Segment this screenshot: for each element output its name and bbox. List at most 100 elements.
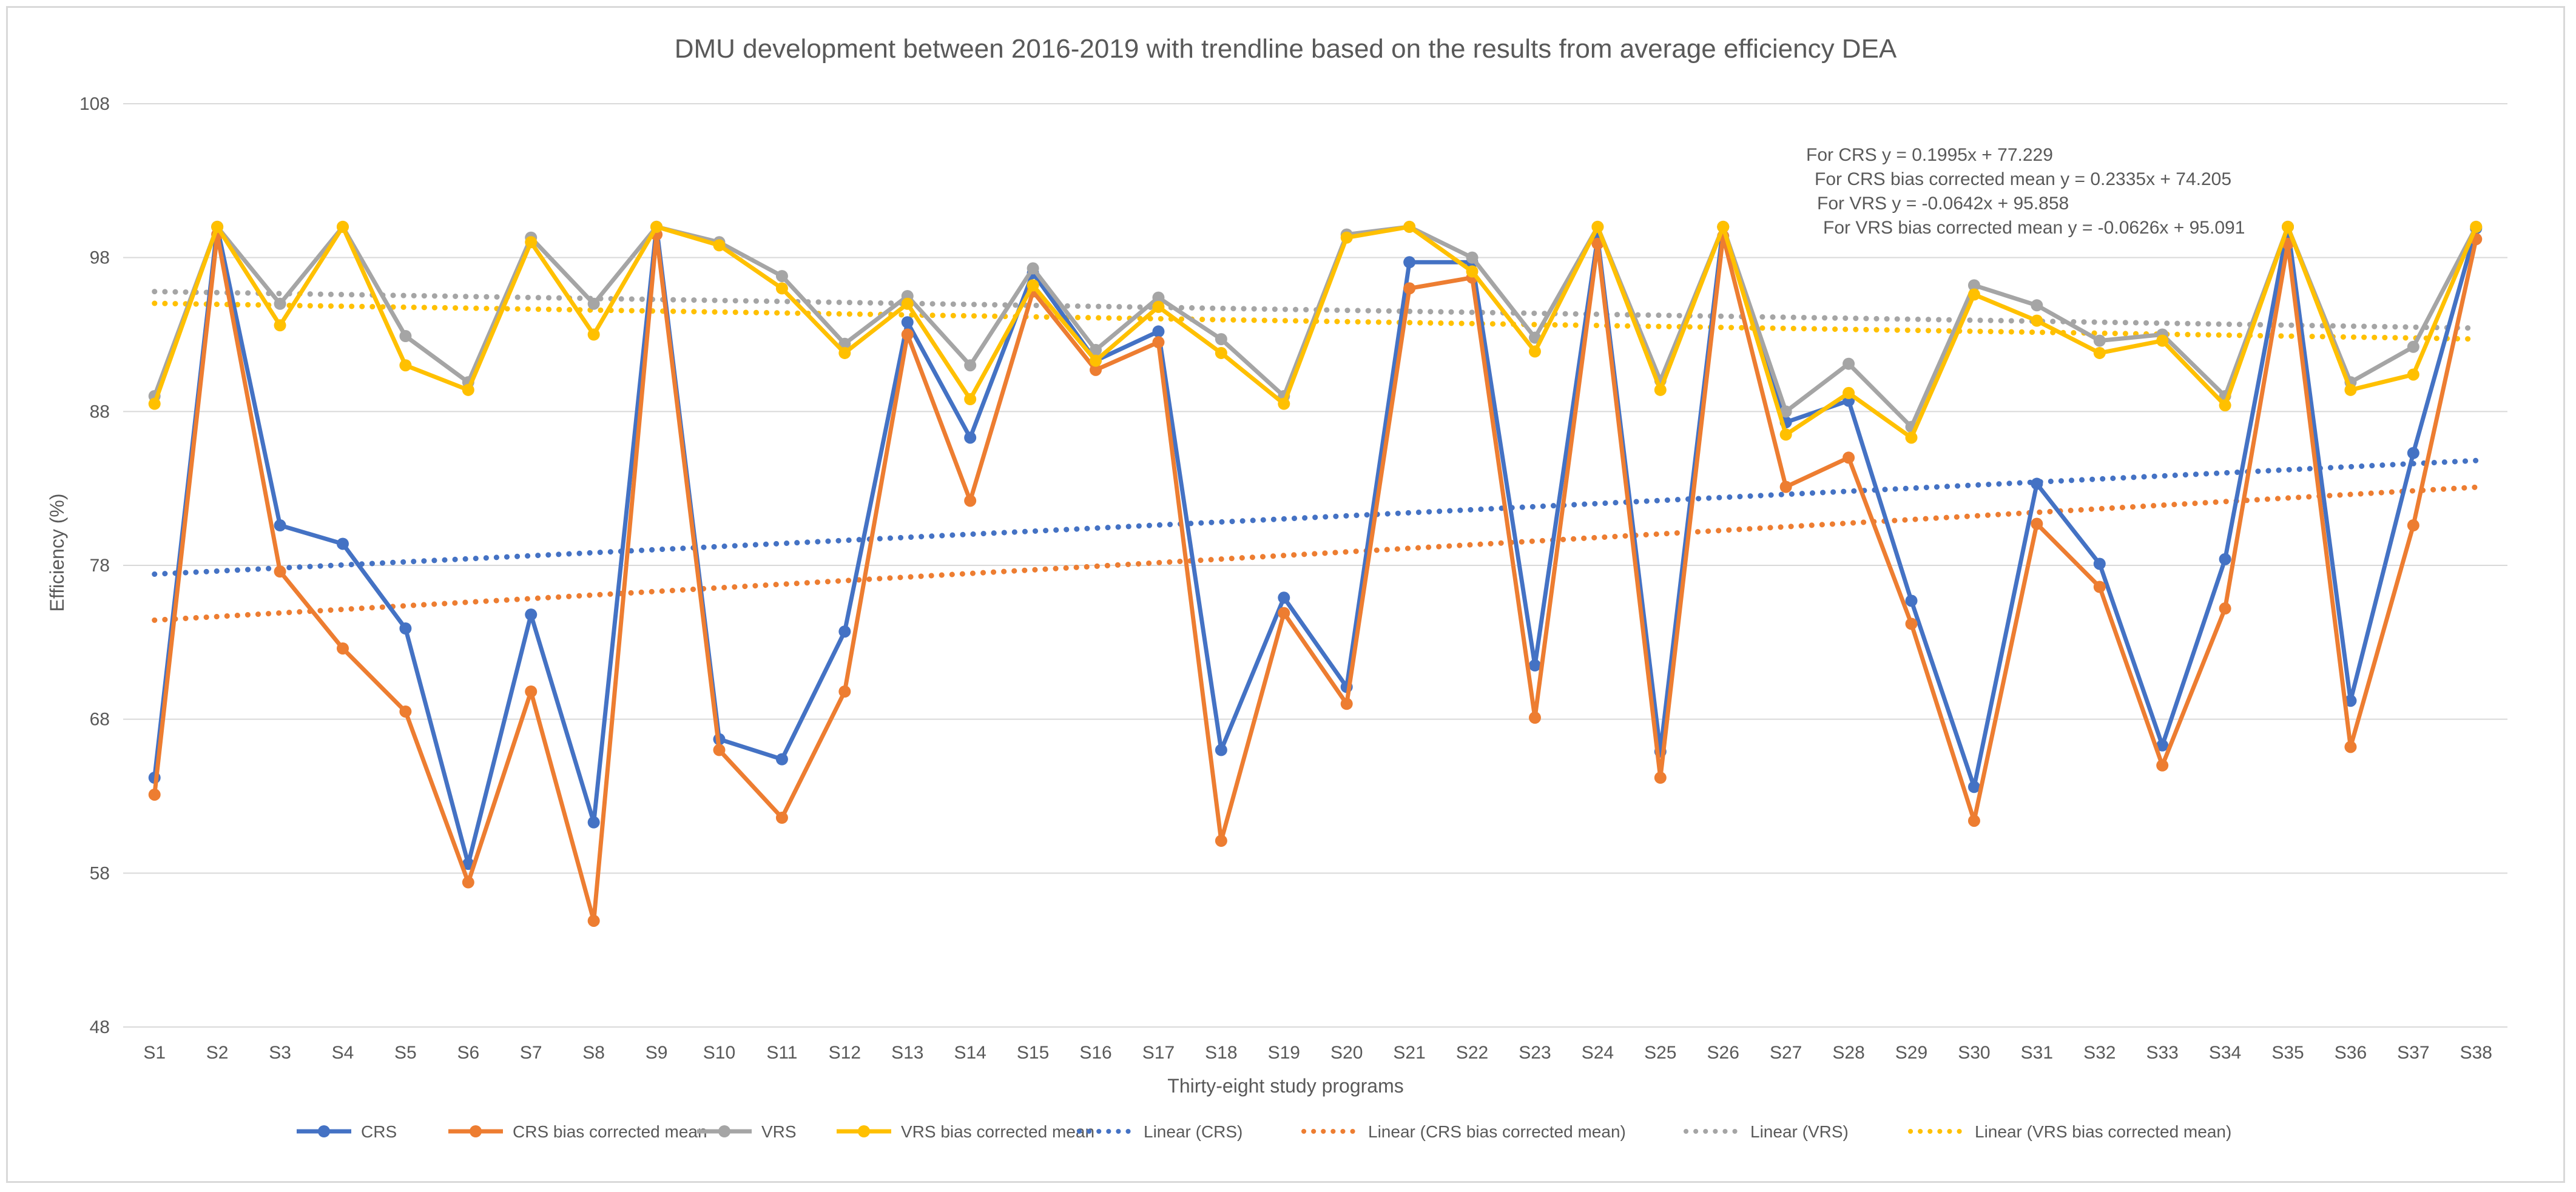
x-tick-label: S6 — [457, 1043, 479, 1063]
data-point-vrs — [587, 297, 600, 310]
legend-label: CRS bias corrected mean — [513, 1122, 707, 1141]
x-tick-label: S15 — [1017, 1043, 1049, 1063]
legend-label: Linear (CRS) — [1144, 1122, 1242, 1141]
data-point-crs-bias-corrected-mean — [1340, 698, 1353, 710]
y-tick-label: 58 — [90, 863, 110, 883]
x-tick-label: S21 — [1393, 1043, 1425, 1063]
trendline-linear-crs-bias-corrected-mean — [152, 484, 2479, 623]
data-point-vrs-bias-corrected-mean — [2407, 368, 2419, 381]
x-tick-label: S12 — [829, 1043, 861, 1063]
data-point-crs-bias-corrected-mean — [2344, 741, 2357, 753]
x-tick-label: S14 — [954, 1043, 986, 1063]
x-tick-label: S2 — [206, 1043, 229, 1063]
data-point-vrs-bias-corrected-mean — [2219, 399, 2231, 412]
x-tick-label: S30 — [1958, 1043, 1990, 1063]
axes: 48 58 68 78 88 98 108 S1 S2 S3 S4 S5 S6 S7 S8 S9 S10 S11 S… — [79, 94, 2492, 1063]
data-point-vrs-bias-corrected-mean — [2156, 334, 2169, 347]
data-point-crs — [775, 753, 788, 766]
data-point-vrs-bias-corrected-mean — [838, 346, 851, 359]
data-point-vrs-bias-corrected-mean — [1466, 265, 1479, 278]
data-point-vrs-bias-corrected-mean — [1843, 386, 1855, 399]
legend-label: Linear (VRS) — [1750, 1122, 1849, 1141]
series-line-vrs-bias-corrected-mean — [152, 224, 2478, 440]
equation-vrs: For VRS y = -0.0642x + 95.858 — [1817, 194, 2069, 214]
data-point-crs — [1967, 781, 1980, 793]
data-point-crs-bias-corrected-mean — [1403, 282, 1416, 295]
legend: CRS CRS bias corrected mean VRS VRS bias co… — [297, 1122, 2231, 1141]
x-tick-label: S27 — [1770, 1043, 1802, 1063]
x-tick-label: S28 — [1832, 1043, 1864, 1063]
x-tick-label: S5 — [394, 1043, 417, 1063]
x-tick-label: S20 — [1330, 1043, 1363, 1063]
data-point-crs — [1905, 594, 1918, 607]
data-point-vrs-bias-corrected-mean — [462, 383, 474, 396]
legend-marker — [470, 1125, 482, 1137]
y-tick-label: 68 — [90, 710, 110, 730]
data-point-crs — [2407, 446, 2419, 459]
data-point-crs-bias-corrected-mean — [1278, 607, 1290, 619]
data-point-crs-bias-corrected-mean — [2156, 759, 2169, 772]
data-point-vrs-bias-corrected-mean — [1905, 431, 1918, 444]
data-point-vrs — [964, 359, 977, 372]
data-point-crs — [2093, 557, 2106, 570]
data-point-vrs — [2093, 334, 2106, 347]
x-tick-label: S1 — [143, 1043, 166, 1063]
x-tick-label: S25 — [1644, 1043, 1676, 1063]
series-vrs — [148, 220, 2483, 433]
data-point-crs-bias-corrected-mean — [1528, 712, 1541, 724]
data-point-vrs — [2031, 299, 2043, 312]
legend-item: VRS — [697, 1122, 797, 1141]
data-point-crs-bias-corrected-mean — [2219, 602, 2231, 615]
x-tick-label: S23 — [1519, 1043, 1551, 1063]
chart: 48 58 68 78 88 98 108 S1 S2 S3 S4 S5 S6 S7 S8 S9 S10 S11 S… — [46, 34, 2507, 1141]
data-point-vrs-bias-corrected-mean — [1717, 220, 1730, 233]
x-tick-label: S33 — [2146, 1043, 2178, 1063]
equation-crs: For CRS y = 0.1995x + 77.229 — [1806, 145, 2053, 165]
legend-marker — [318, 1125, 330, 1137]
data-point-crs — [2031, 477, 2043, 490]
x-tick-label: S32 — [2083, 1043, 2116, 1063]
legend-label: Linear (VRS bias corrected mean) — [1975, 1122, 2231, 1141]
equation-vrs-bias: For VRS bias corrected mean y = -0.0626x… — [1823, 218, 2245, 238]
data-point-crs — [2344, 695, 2357, 707]
data-point-crs-bias-corrected-mean — [1591, 237, 1604, 250]
data-point-crs — [2156, 739, 2169, 752]
data-point-crs-bias-corrected-mean — [1215, 835, 1227, 847]
x-tick-label: S36 — [2335, 1043, 2367, 1063]
data-point-vrs-bias-corrected-mean — [1654, 383, 1667, 396]
data-point-vrs — [1967, 279, 1980, 292]
y-tick-label: 88 — [90, 402, 110, 422]
data-point-vrs-bias-corrected-mean — [2470, 220, 2483, 233]
data-point-vrs-bias-corrected-mean — [1278, 397, 1290, 410]
trendline-equations: For CRS y = 0.1995x + 77.229 For CRS bia… — [1806, 145, 2245, 238]
data-point-crs-bias-corrected-mean — [1654, 772, 1667, 784]
data-point-crs-bias-corrected-mean — [964, 494, 977, 507]
x-tick-label: S26 — [1707, 1043, 1739, 1063]
legend-marker — [858, 1125, 870, 1137]
x-tick-label: S4 — [332, 1043, 354, 1063]
data-point-crs — [1403, 256, 1416, 269]
x-tick-label: S18 — [1205, 1043, 1237, 1063]
x-tick-label: S24 — [1582, 1043, 1614, 1063]
data-point-crs-bias-corrected-mean — [148, 788, 161, 801]
data-point-vrs-bias-corrected-mean — [2282, 220, 2294, 233]
data-point-vrs-bias-corrected-mean — [1340, 231, 1353, 244]
x-tick-label: S37 — [2397, 1043, 2429, 1063]
chart-title: DMU development between 2016-2019 with t… — [675, 34, 1897, 64]
x-tick-label: S38 — [2460, 1043, 2492, 1063]
x-tick-label: S11 — [766, 1043, 797, 1063]
data-point-vrs — [274, 297, 286, 310]
legend-item: Linear (VRS bias corrected mean) — [1908, 1122, 2231, 1141]
series-line-crs-bias-corrected-mean — [152, 232, 2478, 923]
data-point-vrs — [1528, 331, 1541, 344]
legend-label: CRS — [361, 1122, 397, 1141]
legend-label: Linear (CRS bias corrected mean) — [1368, 1122, 1626, 1141]
data-point-vrs — [1027, 262, 1039, 275]
data-point-crs — [587, 816, 600, 829]
x-tick-label: S22 — [1456, 1043, 1488, 1063]
data-point-vrs-bias-corrected-mean — [1215, 346, 1227, 359]
data-point-vrs-bias-corrected-mean — [1528, 345, 1541, 358]
data-point-crs — [838, 625, 851, 638]
data-point-crs — [901, 316, 914, 329]
data-point-vrs — [1779, 405, 1792, 418]
